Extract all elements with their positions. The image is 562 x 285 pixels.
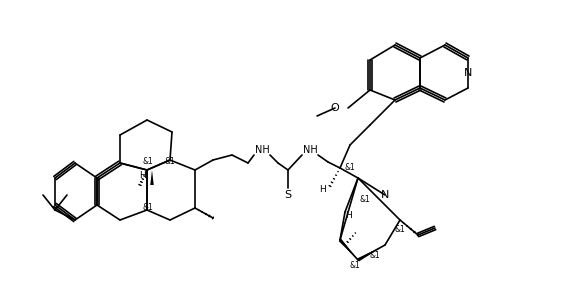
Polygon shape: [150, 170, 154, 185]
Text: &1: &1: [360, 196, 370, 205]
Text: H: H: [319, 186, 325, 194]
Text: H: H: [139, 170, 146, 180]
Text: &1: &1: [345, 164, 355, 172]
Text: &1: &1: [395, 225, 405, 235]
Polygon shape: [339, 239, 358, 260]
Text: S: S: [284, 190, 292, 200]
Text: N: N: [464, 68, 472, 78]
Polygon shape: [357, 245, 385, 262]
Text: NH: NH: [302, 145, 318, 155]
Text: NH: NH: [255, 145, 269, 155]
Text: &1: &1: [143, 203, 153, 213]
Text: O: O: [330, 103, 339, 113]
Text: H: H: [345, 211, 351, 219]
Text: &1: &1: [370, 251, 380, 260]
Text: &1: &1: [165, 158, 175, 166]
Text: N: N: [381, 190, 389, 200]
Text: &1: &1: [350, 260, 360, 270]
Text: &1: &1: [143, 158, 153, 166]
